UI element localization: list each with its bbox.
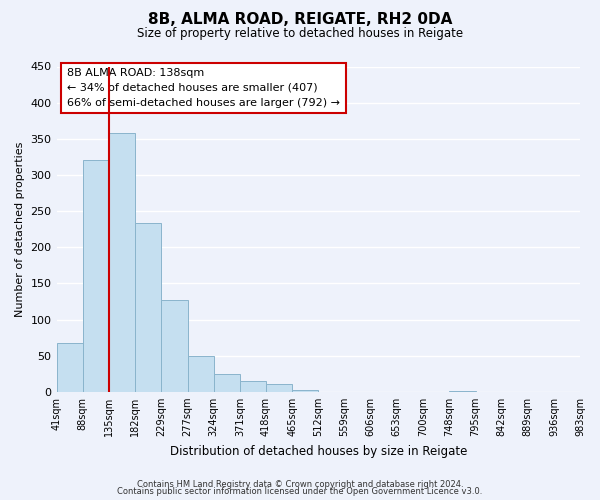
Bar [161, 300, 188, 392]
Bar [214, 374, 240, 392]
X-axis label: Distribution of detached houses by size in Reigate: Distribution of detached houses by size … [170, 444, 467, 458]
Bar [135, 222, 161, 392]
Bar [83, 160, 109, 392]
Bar [109, 133, 135, 392]
Y-axis label: Number of detached properties: Number of detached properties [15, 142, 25, 317]
Bar [56, 342, 83, 392]
Text: Size of property relative to detached houses in Reigate: Size of property relative to detached ho… [137, 28, 463, 40]
Bar [292, 390, 318, 392]
Bar [240, 381, 266, 392]
Bar [449, 391, 476, 392]
Text: 8B ALMA ROAD: 138sqm
← 34% of detached houses are smaller (407)
66% of semi-deta: 8B ALMA ROAD: 138sqm ← 34% of detached h… [67, 68, 340, 108]
Text: 8B, ALMA ROAD, REIGATE, RH2 0DA: 8B, ALMA ROAD, REIGATE, RH2 0DA [148, 12, 452, 28]
Text: Contains public sector information licensed under the Open Government Licence v3: Contains public sector information licen… [118, 487, 482, 496]
Bar [266, 384, 292, 392]
Text: Contains HM Land Registry data © Crown copyright and database right 2024.: Contains HM Land Registry data © Crown c… [137, 480, 463, 489]
Bar [188, 356, 214, 392]
